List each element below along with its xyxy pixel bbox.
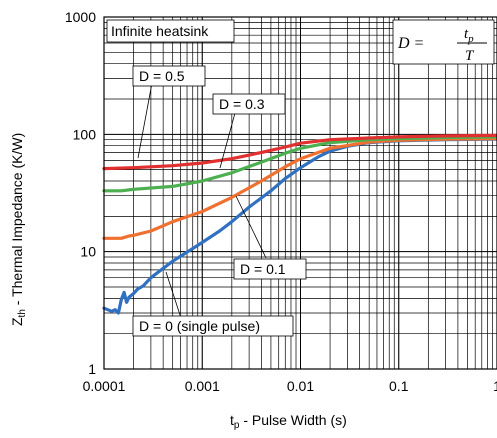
series-line [102, 137, 497, 315]
y-tick-label: 10 [80, 244, 96, 260]
series-lines [102, 133, 497, 315]
y-tick-labels: 1 10 100 1000 [65, 9, 96, 377]
x-tick-label: 0.001 [185, 378, 220, 394]
label-d03-leader [219, 112, 236, 169]
y-axis-title-sub: th [17, 309, 28, 317]
formula-lhs: D = [397, 35, 424, 52]
x-axis-title: tp - Pulse Width (s) [230, 412, 347, 431]
formula-box [392, 19, 495, 65]
label-d0-text: D = 0 (single pulse) [139, 318, 260, 334]
label-d05-box [132, 65, 206, 87]
label-d03-box [212, 93, 286, 115]
x-tick-label: 0.1 [389, 378, 409, 394]
label-d0-leader [165, 271, 182, 319]
series-line [102, 135, 497, 193]
y-tick-label: 1 [88, 361, 96, 377]
label-d03: D = 0.3 [212, 93, 286, 169]
y-tick-label: 1000 [65, 9, 96, 25]
formula-num-main: t [464, 26, 469, 42]
label-d05-leader [137, 82, 153, 159]
label-d05-text: D = 0.5 [139, 68, 185, 84]
series-line [102, 133, 497, 171]
x-axis-title-sub: p [234, 420, 240, 431]
formula-num-sub: p [467, 33, 474, 45]
label-d01-box [233, 258, 307, 280]
label-d05: D = 0.5 [132, 65, 206, 159]
label-d01: D = 0.1 [233, 195, 307, 280]
label-d01-leader [235, 195, 267, 259]
x-tick-labels: 0.0001 0.001 0.01 0.1 1 [83, 378, 497, 394]
series-line [102, 137, 497, 240]
y-axis-title-main: Z [9, 317, 25, 326]
y-axis-title: Zth - Thermal Impedance (K/W) [9, 133, 28, 326]
heatsink-label-box [106, 19, 235, 43]
x-tick-label: 1 [493, 378, 497, 394]
label-d0: D = 0 (single pulse) [132, 271, 294, 337]
y-tick-label: 100 [73, 126, 97, 142]
x-axis-title-main: t [230, 412, 234, 428]
formula-denominator: T [465, 48, 475, 64]
label-d01-text: D = 0.1 [240, 261, 286, 277]
heatsink-label: Infinite heatsink [111, 23, 209, 39]
y-axis-title-rest: - Thermal Impedance (K/W) [9, 133, 25, 309]
label-d0-box [132, 315, 294, 337]
x-tick-label: 0.01 [287, 378, 314, 394]
plot-frame [103, 16, 497, 370]
formula-numerator: tp [464, 26, 474, 45]
x-tick-label: 0.0001 [83, 378, 126, 394]
x-axis-title-rest: - Pulse Width (s) [239, 412, 346, 428]
label-d03-text: D = 0.3 [219, 96, 265, 112]
